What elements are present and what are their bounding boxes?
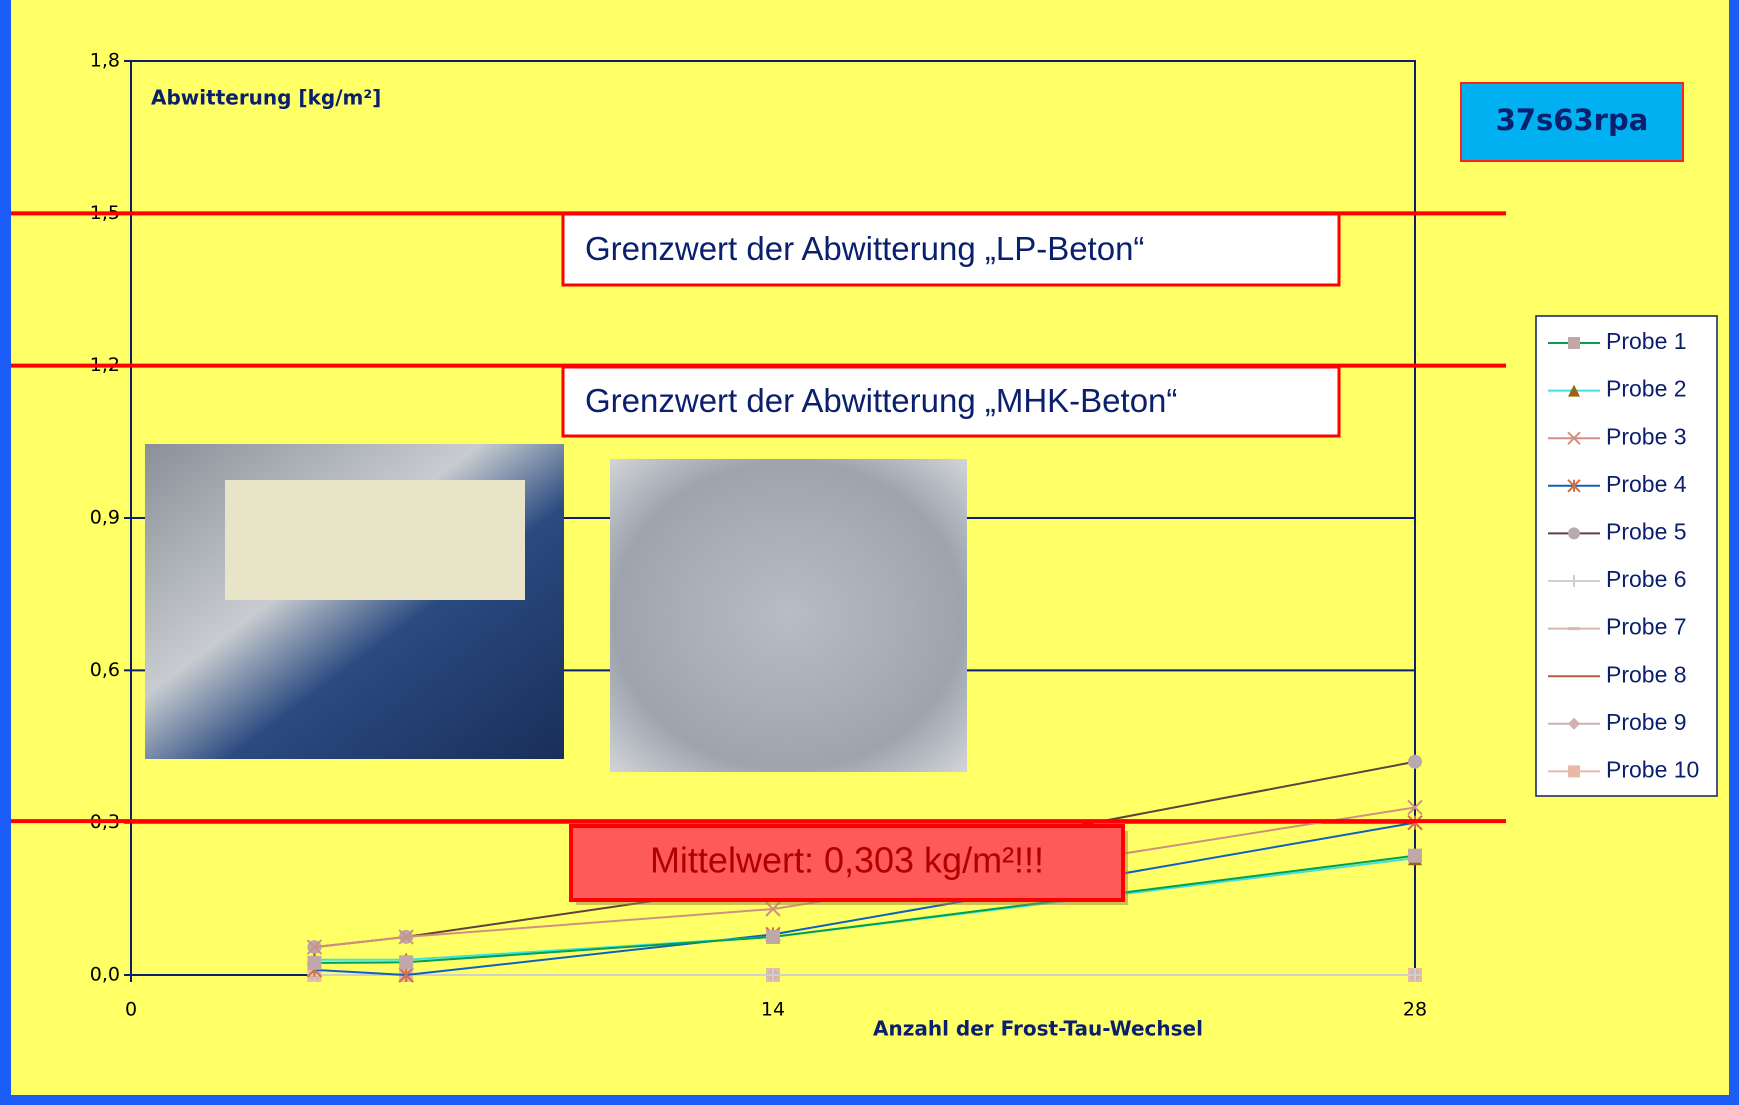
badge: 37s63rpa	[1496, 103, 1649, 137]
badge-box	[1460, 82, 1684, 162]
legend-label: Probe 9	[1606, 709, 1687, 735]
marker	[1567, 431, 1581, 445]
marker	[1407, 799, 1423, 816]
marker	[1568, 575, 1580, 587]
legend-label: Probe 1	[1606, 328, 1687, 354]
marker	[766, 929, 780, 944]
limit-label: Grenzwert der Abwitterung „LP-Beton“	[585, 230, 1144, 267]
marker	[306, 939, 323, 955]
legend-label: Probe 6	[1606, 566, 1687, 592]
mean-label: Mittelwert: 0,303 kg/m²!!!	[650, 840, 1044, 881]
y-axis-title: Abwitterung [kg/m²]	[151, 86, 381, 110]
marker	[399, 955, 414, 970]
legend-box	[1535, 315, 1718, 797]
x-axis-title: Anzahl der Frost-Tau-Wechsel	[873, 1017, 1203, 1041]
legend-label: Probe 2	[1606, 376, 1687, 402]
marker	[1408, 968, 1422, 982]
limit-box	[561, 212, 1341, 287]
photo-specimen	[610, 459, 967, 772]
marker	[1568, 337, 1580, 349]
x-tick-label: 0	[125, 999, 137, 1021]
marker	[398, 967, 414, 983]
legend-label: Probe 10	[1606, 756, 1699, 782]
x-tick-label: 14	[761, 999, 785, 1021]
marker	[1408, 754, 1422, 769]
marker	[1568, 717, 1580, 730]
marker	[766, 968, 780, 982]
marker	[307, 955, 322, 970]
x-tick-label: 28	[1403, 999, 1427, 1021]
marker	[1408, 848, 1422, 863]
photo-detail	[225, 480, 525, 600]
y-tick-label: 0,0	[90, 964, 120, 986]
marker	[1568, 384, 1580, 397]
limit-label: Grenzwert der Abwitterung „MHK-Beton“	[585, 382, 1177, 419]
legend-label: Probe 7	[1606, 614, 1687, 640]
limit-box	[561, 365, 1341, 438]
marker	[398, 929, 414, 945]
mean-box	[569, 824, 1125, 902]
legend: Probe 1 Probe 2 Probe 3 Probe 4 Probe 5 Probe…	[1548, 328, 1699, 782]
legend-label: Probe 5	[1606, 518, 1687, 544]
y-tick-label: 0,6	[90, 659, 120, 681]
legend-label: Probe 8	[1606, 661, 1687, 687]
legend-label: Probe 4	[1606, 471, 1687, 497]
limit-group: Grenzwert der Abwitterung „LP-Beton“ Gren…	[11, 211, 1506, 905]
marker	[1567, 479, 1581, 493]
y-tick-label: 0,9	[90, 507, 120, 529]
y-tick-label: 1,8	[90, 50, 120, 72]
marker	[1568, 527, 1580, 540]
legend-label: Probe 3	[1606, 423, 1687, 449]
marker	[1568, 765, 1580, 778]
